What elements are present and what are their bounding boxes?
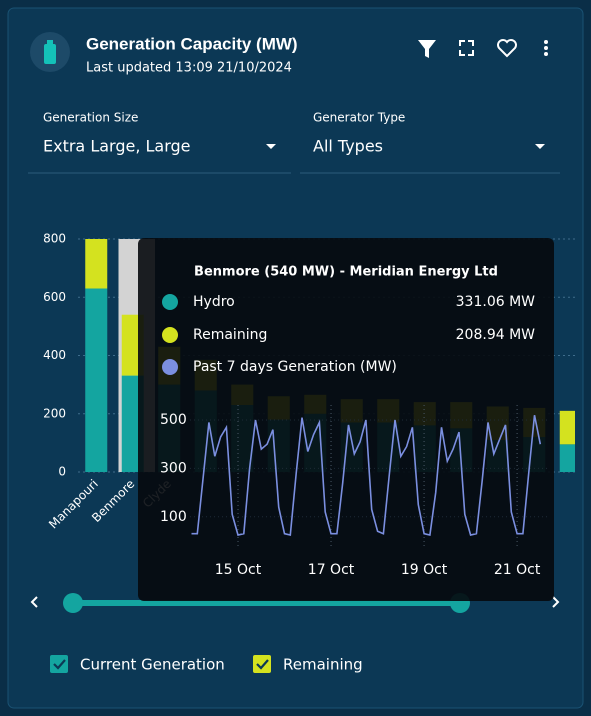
tooltip-value: 331.06 MW [456, 294, 536, 310]
tooltip-label: Hydro [193, 294, 235, 310]
filter-value: All Types [313, 137, 383, 156]
favorite-icon[interactable] [497, 39, 517, 58]
legend-label: Remaining [283, 656, 363, 674]
y-tick-label: 300 [160, 460, 187, 476]
tooltip: Benmore (540 MW) - Meridian Energy Ltd Hy… [138, 238, 554, 601]
y-tick-label: 500 [160, 412, 187, 428]
tooltip-title: Benmore (540 MW) - Meridian Energy Ltd [194, 265, 498, 280]
x-tick-label: 15 Oct [215, 562, 262, 578]
filter-type[interactable]: Generator Type All Types [300, 111, 560, 174]
y-tick-label: 800 [43, 232, 66, 246]
legend-label: Current Generation [80, 656, 225, 674]
x-tick-label: 21 Oct [494, 562, 541, 578]
bar-segment[interactable] [85, 288, 108, 472]
tooltip-swatch [162, 359, 178, 375]
line-series [191, 415, 542, 536]
checkmark [53, 659, 66, 670]
filter-label: Generation Size [43, 111, 138, 125]
header-icon [30, 32, 70, 72]
tooltip-series-name: Past 7 days Generation (MW) [193, 359, 397, 375]
title: Generation Capacity (MW) [86, 34, 298, 53]
tooltip-swatch [162, 327, 178, 343]
tooltip-label: Remaining [193, 327, 267, 343]
bar-segment[interactable] [559, 410, 582, 445]
legend-checkbox[interactable] [253, 655, 271, 673]
filter-value: Extra Large, Large [43, 137, 191, 156]
filter-size[interactable]: Generation Size Extra Large, Large [28, 111, 291, 174]
fullscreen-icon[interactable] [459, 40, 474, 56]
filter-label: Generator Type [313, 111, 405, 125]
y-tick-label: 600 [43, 290, 66, 304]
legend-checkbox[interactable] [50, 655, 68, 673]
y-tick-label: 400 [43, 348, 66, 362]
tooltip-swatch [162, 294, 178, 310]
tooltip-value: 208.94 MW [456, 327, 536, 343]
legend: Current Generation Remaining [50, 655, 363, 674]
bar-segment[interactable] [559, 444, 582, 472]
y-tick-label: 0 [58, 465, 66, 479]
filter-icon[interactable] [418, 40, 436, 58]
x-tick-label: 17 Oct [308, 562, 355, 578]
checkbox [253, 655, 271, 673]
bar-segment[interactable] [85, 239, 108, 289]
checkmark [256, 659, 269, 670]
x-tick-label: 19 Oct [401, 562, 448, 578]
subtitle: Last updated 13:09 21/10/2024 [86, 61, 292, 76]
checkbox [50, 655, 68, 673]
more-icon[interactable] [544, 40, 548, 56]
y-tick-label: 200 [43, 406, 66, 420]
y-tick-label: 100 [160, 509, 187, 525]
